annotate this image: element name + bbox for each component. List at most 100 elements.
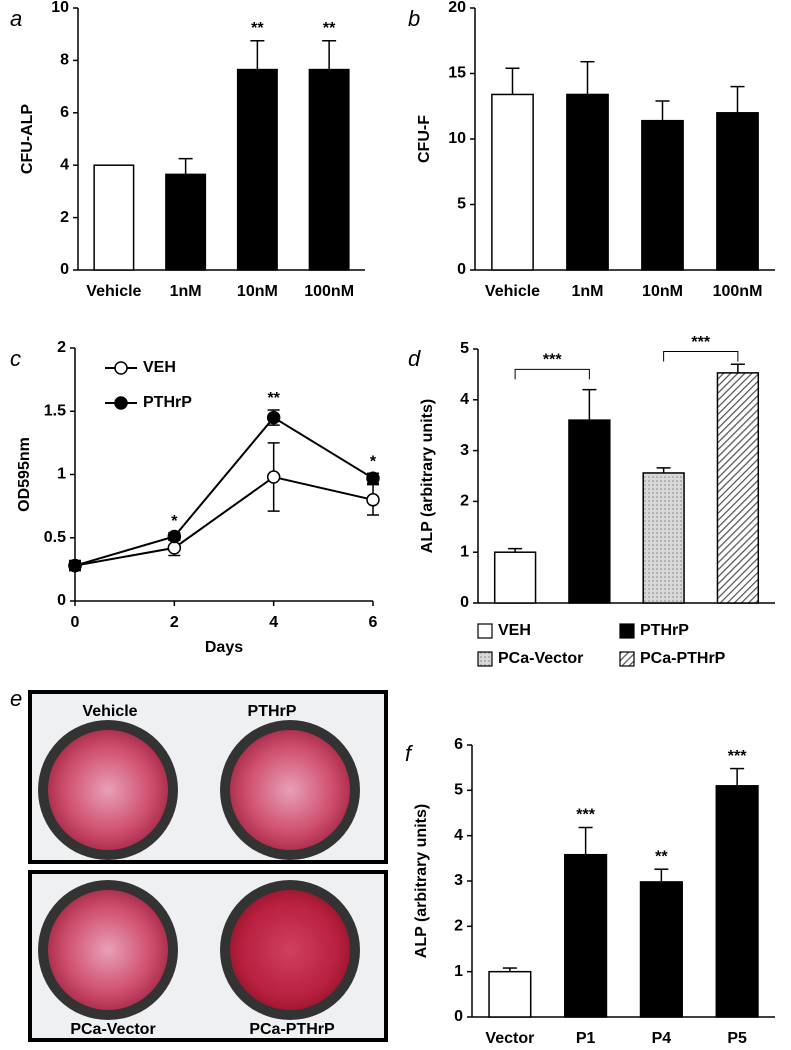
bar: [642, 472, 685, 604]
panel-letter: d: [408, 346, 421, 371]
x-tick-label: 10nM: [642, 283, 683, 300]
y-tick-label: 3: [460, 442, 469, 459]
well: [230, 730, 350, 850]
x-tick-label: 100nM: [713, 283, 763, 300]
marker: [68, 558, 82, 573]
well: [48, 890, 168, 1010]
image-panel: e Vehicle PTHrP PCa-Vector PCa-PTHrP: [10, 686, 388, 1042]
bar: [308, 68, 350, 271]
bracket-label: ***: [543, 352, 562, 369]
marker: [366, 471, 380, 486]
panel-letter: f: [405, 741, 414, 766]
y-tick-label: 4: [454, 827, 463, 844]
x-tick-label: 0: [71, 614, 80, 631]
bar: [641, 119, 684, 271]
bar: [639, 881, 683, 1018]
y-tick-label: 6: [60, 104, 69, 121]
y-tick-label: 3: [454, 872, 463, 889]
y-axis-label: CFU-F: [416, 115, 433, 163]
bracket-label: ***: [691, 334, 710, 351]
significance: ***: [576, 807, 595, 824]
marker: [366, 493, 380, 507]
y-tick-label: 15: [448, 65, 466, 82]
bar: [715, 785, 759, 1018]
x-tick-label: 6: [369, 614, 378, 631]
legend-label: PCa-Vector: [498, 650, 583, 667]
bar: [564, 853, 608, 1018]
series-line: [74, 475, 374, 567]
x-tick-label: 10nM: [237, 283, 278, 300]
y-tick-label: 5: [460, 340, 469, 357]
x-tick-label: P4: [652, 1030, 672, 1047]
y-tick-label: 5: [457, 196, 466, 213]
y-axis-label: OD595nm: [16, 437, 33, 512]
legend-marker: [114, 361, 128, 375]
bar: [568, 419, 611, 604]
significance: ***: [728, 748, 747, 765]
y-tick-label: 1: [460, 543, 469, 560]
y-tick-label: 0.5: [44, 529, 66, 546]
marker: [167, 529, 182, 544]
y-tick-label: 5: [454, 782, 463, 799]
y-tick-label: 4: [60, 156, 69, 173]
bar: [716, 372, 760, 604]
marker: [266, 410, 281, 425]
significance: **: [323, 20, 336, 37]
significance: *: [171, 513, 178, 530]
x-axis-label: Days: [205, 639, 243, 656]
bar: [165, 173, 207, 271]
legend-label: VEH: [143, 359, 176, 376]
x-tick-label: 1nM: [170, 283, 202, 300]
bar: [93, 164, 135, 271]
y-tick-label: 0: [460, 594, 469, 611]
marker: [167, 541, 182, 555]
photo-label: PCa-PTHrP: [249, 1021, 335, 1038]
y-tick-label: 8: [60, 52, 69, 69]
legend-label: PTHrP: [143, 394, 192, 411]
series-line: [74, 416, 374, 567]
significance: **: [655, 848, 668, 865]
panel-letter: c: [10, 346, 21, 371]
bar: [566, 93, 609, 271]
y-tick-label: 0: [60, 261, 69, 278]
x-tick-label: 1nM: [572, 283, 604, 300]
y-tick-label: 4: [460, 391, 469, 408]
y-axis-label: ALP (arbitrary units): [419, 399, 436, 553]
y-tick-label: 10: [448, 130, 466, 147]
bar: [491, 93, 534, 271]
y-tick-label: 6: [454, 736, 463, 753]
x-tick-label: 2: [170, 614, 179, 631]
bar: [493, 551, 537, 604]
x-tick-label: Vehicle: [86, 283, 141, 300]
y-tick-label: 1: [57, 466, 66, 483]
panel-letter: e: [10, 686, 22, 711]
legend-label: PTHrP: [640, 622, 689, 639]
x-tick-label: Vector: [485, 1030, 534, 1047]
x-tick-label: 4: [269, 614, 278, 631]
panel-letter: b: [408, 6, 420, 31]
y-tick-label: 20: [448, 0, 466, 16]
bracket: [514, 368, 590, 380]
bar: [488, 970, 532, 1018]
y-tick-label: 2: [60, 209, 69, 226]
y-tick-label: 0: [57, 592, 66, 609]
bracket: [663, 351, 739, 362]
y-tick-label: 0: [457, 261, 466, 278]
x-tick-label: P5: [727, 1030, 747, 1047]
bar: [236, 68, 278, 271]
well: [230, 890, 350, 1010]
marker: [266, 470, 281, 484]
y-tick-label: 2: [454, 918, 463, 935]
y-axis-label: CFU-ALP: [19, 104, 36, 175]
y-tick-label: 1.5: [44, 402, 66, 419]
panel-letter: a: [10, 6, 22, 31]
x-tick-label: P1: [576, 1030, 596, 1047]
photo-label: Vehicle: [82, 703, 137, 720]
significance: **: [251, 20, 264, 37]
legend-swatch: [477, 651, 493, 667]
photo-label: PCa-Vector: [70, 1021, 155, 1038]
y-axis-label: ALP (arbitrary units): [413, 804, 430, 958]
legend-swatch: [619, 623, 635, 639]
y-tick-label: 10: [51, 0, 69, 16]
